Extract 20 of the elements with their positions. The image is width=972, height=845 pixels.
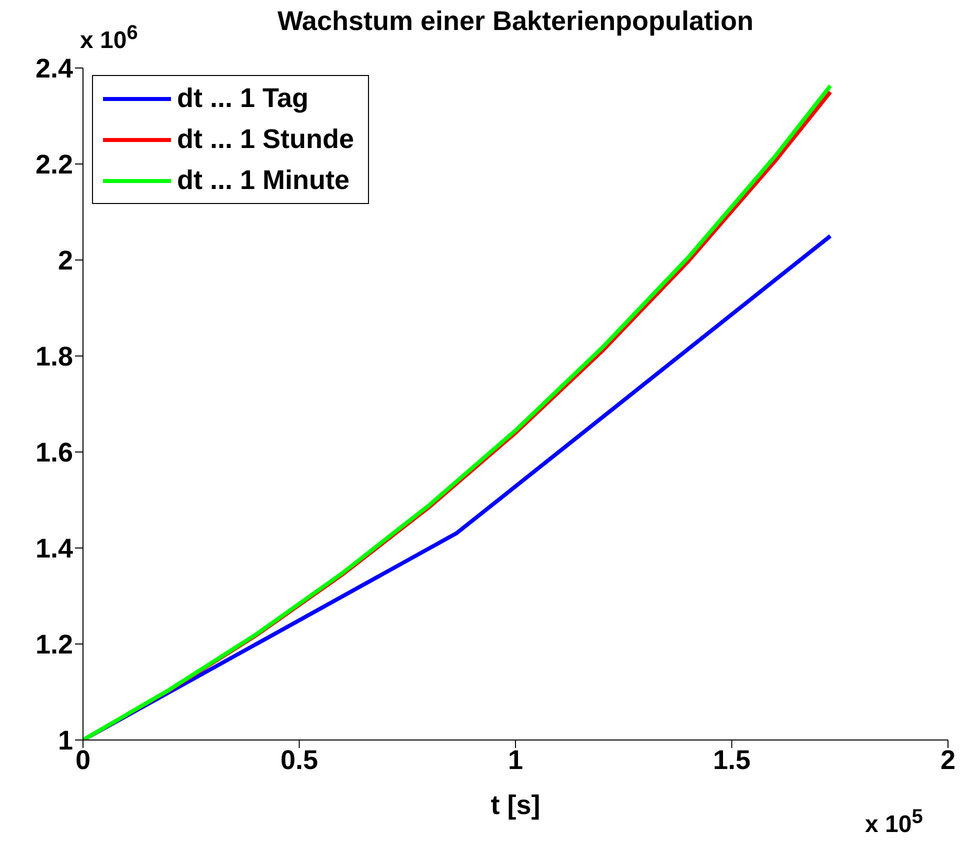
y-tick-label: 2.2: [35, 150, 73, 180]
y-tick-label: 1.8: [35, 342, 73, 372]
x-tick-label: 1.5: [712, 745, 751, 776]
y-tick-label: 1: [58, 726, 73, 756]
x-axis-title: t [s]: [490, 790, 540, 820]
y-tick-label: 1.2: [35, 630, 73, 660]
y-tick-label: 2: [58, 246, 73, 276]
x-tick-label: 0: [75, 745, 91, 776]
x-tick-label: 0.5: [280, 745, 318, 776]
y-tick-label: 1.6: [35, 438, 73, 468]
y-tick-label: 2.4: [35, 54, 73, 84]
x-tick-label: 1: [508, 745, 524, 776]
y-tick-label: 1.4: [35, 534, 73, 564]
text: x 10$^{5}$: [865, 806, 923, 838]
x-tick-label: 2: [940, 745, 956, 776]
legend-label: dt ... 1 Tag: [177, 83, 309, 114]
chart-title: Wachstum einer Bakterienpopulation: [277, 6, 754, 36]
legend-label: dt ... 1 Minute: [177, 165, 350, 196]
legend-label: dt ... 1 Stunde: [177, 124, 354, 155]
text: x 10$^{6}$: [80, 22, 138, 54]
